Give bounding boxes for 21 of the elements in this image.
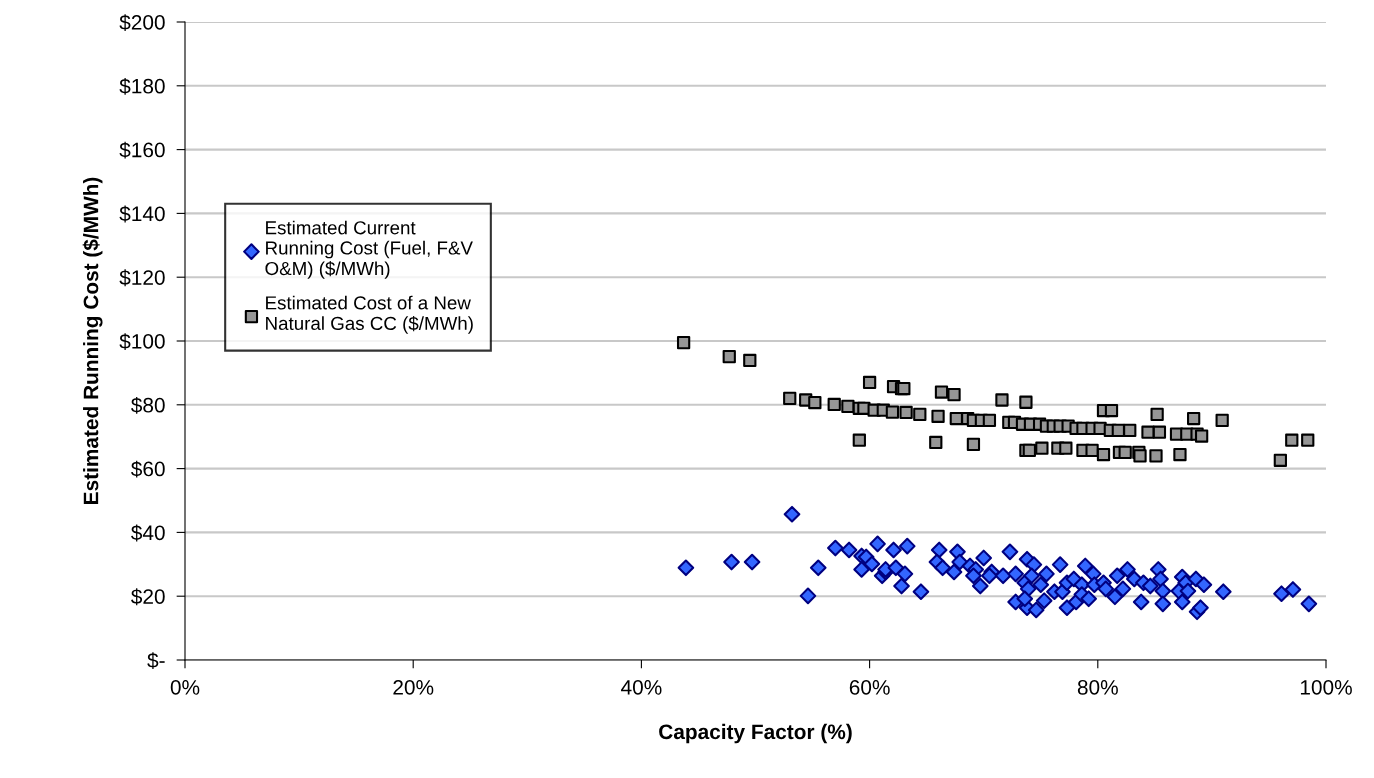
y-tick-label: $20: [131, 588, 165, 606]
y-tick-label: $140: [119, 205, 165, 223]
y-tick-label: $180: [119, 77, 165, 95]
y-axis-title: Estimated Running Cost ($/MWh): [82, 177, 103, 504]
x-axis-title: Capacity Factor (%): [659, 723, 852, 744]
x-tick-label: 0%: [170, 679, 200, 695]
x-tick-label: 100%: [1300, 679, 1352, 695]
y-tick-label: $80: [131, 396, 165, 414]
y-tick-label: $200: [119, 14, 165, 31]
y-tick-label: $-: [147, 652, 165, 669]
y-tick-label: $100: [119, 333, 165, 350]
x-tick-label: 60%: [849, 679, 890, 695]
y-tick-label: $40: [131, 524, 165, 542]
x-tick-label: 80%: [1077, 679, 1118, 695]
y-tick-label: $160: [119, 141, 165, 159]
legend-label: Estimated Current Running Cost (Fuel, F&V O&M) ($/MWh): [265, 220, 473, 279]
y-tick-label: $60: [131, 460, 165, 478]
x-tick-label: 40%: [621, 679, 662, 695]
legend-label: Estimated Cost of a New Natural Gas CC ($/MWh): [266, 295, 473, 334]
x-tick-label: 20%: [393, 679, 434, 695]
y-tick-label: $120: [119, 269, 165, 287]
